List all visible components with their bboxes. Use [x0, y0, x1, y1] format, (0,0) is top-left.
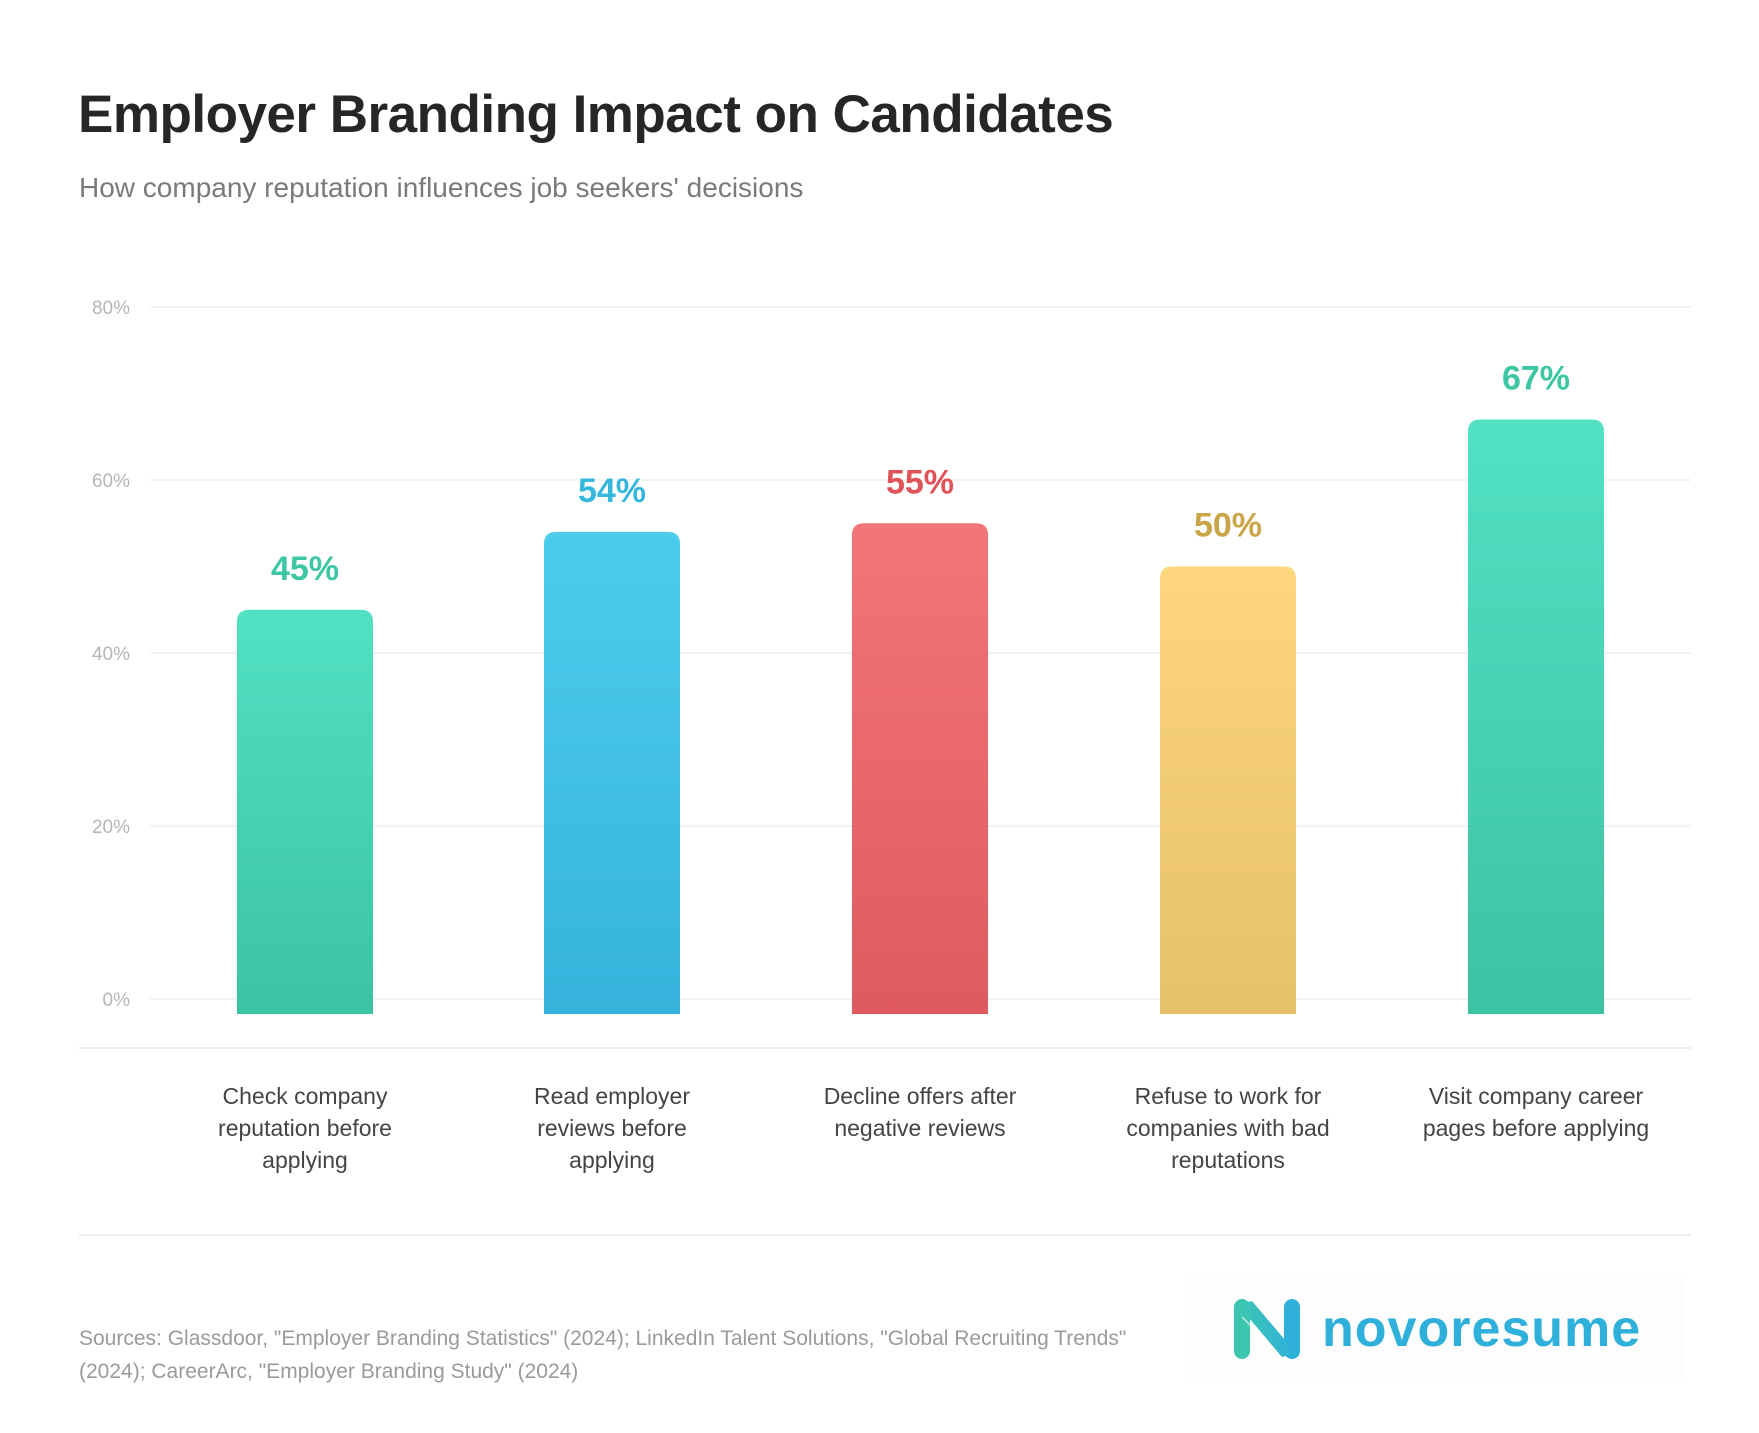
chart-subtitle: How company reputation influences job se… — [79, 172, 804, 203]
novoresume-logo: novoresume — [1190, 1275, 1683, 1382]
sources-note: Sources: Glassdoor, "Employer Branding S… — [79, 1327, 1127, 1383]
category-label-line: Check company — [222, 1083, 388, 1109]
axis-divider — [79, 1047, 1691, 1049]
category-label-line: Decline offers after — [823, 1083, 1017, 1109]
x-category-label: Decline offers after negative reviews — [775, 1080, 1065, 1144]
y-tick-label: 0% — [103, 990, 131, 1011]
y-tick-label: 60% — [92, 471, 130, 492]
category-label-line: companies with bad — [1126, 1115, 1330, 1141]
category-label-line: Read employer — [534, 1083, 690, 1109]
chart-title: Employer Branding Impact on Candidates — [78, 85, 1114, 144]
category-label-line: negative reviews — [834, 1115, 1006, 1141]
x-category-label: Check company reputation before applying — [160, 1080, 450, 1176]
bar — [852, 523, 988, 1014]
x-category-label: Refuse to work for companies with bad repu… — [1083, 1080, 1373, 1176]
bar — [1160, 566, 1296, 1014]
category-label-line: Refuse to work for — [1134, 1083, 1322, 1109]
bar-value-label: 45% — [271, 550, 339, 588]
category-label-line: reputation before — [218, 1115, 392, 1141]
novoresume-n-icon — [1234, 1298, 1300, 1359]
category-label-line: reputations — [1171, 1147, 1285, 1173]
category-label-line: Visit company career — [1428, 1083, 1644, 1109]
bar-value-label: 55% — [886, 463, 954, 501]
footer-divider — [79, 1234, 1691, 1236]
y-tick-label: 20% — [92, 817, 130, 838]
bar — [1468, 419, 1604, 1014]
y-tick-label: 80% — [92, 298, 130, 319]
logo-text: novoresume — [1322, 1299, 1642, 1358]
bar-value-label: 50% — [1194, 507, 1262, 545]
category-label-line: applying — [569, 1147, 655, 1173]
bar-value-label: 67% — [1502, 359, 1570, 397]
x-category-label: Read employer reviews before applying — [467, 1080, 757, 1176]
bar — [544, 531, 680, 1014]
bar — [237, 609, 373, 1014]
x-category-label: Visit company career pages before applyin… — [1391, 1080, 1681, 1144]
y-tick-label: 40% — [92, 644, 130, 665]
category-label-line: applying — [262, 1147, 348, 1173]
category-label-line: pages before applying — [1422, 1115, 1650, 1141]
bar-value-label: 54% — [578, 472, 646, 510]
category-label-line: reviews before — [537, 1115, 687, 1141]
